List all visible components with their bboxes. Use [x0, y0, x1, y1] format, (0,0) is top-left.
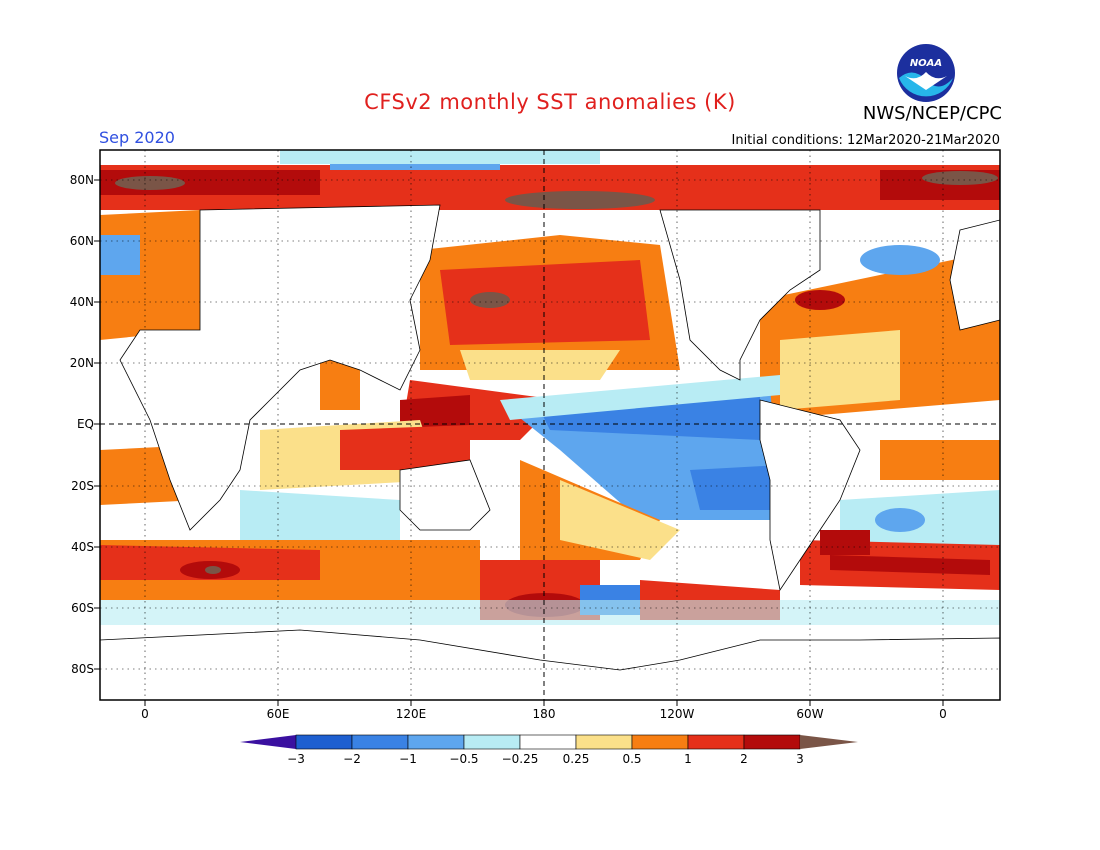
colorbar-tick-label: 2	[740, 752, 748, 766]
colorbar-max-arrow	[800, 735, 858, 749]
noaa-logo: NOAA	[897, 44, 955, 102]
lon-label: 60E	[266, 707, 290, 721]
map-frame	[99, 149, 1001, 701]
colorbar-tick-label: 0.25	[562, 752, 590, 766]
colorbar-box	[351, 734, 409, 750]
equator-dateline	[100, 150, 1000, 700]
colorbar-tick-label: −3	[287, 752, 305, 766]
lon-label: 180	[532, 707, 556, 721]
lat-label: 80S	[71, 662, 94, 676]
colorbar	[240, 734, 858, 750]
north-pacific-warm	[400, 235, 680, 440]
continents	[100, 204, 1000, 700]
lat-label: 40N	[69, 295, 94, 309]
colorbar-box	[631, 734, 689, 750]
colorbar-box	[463, 734, 521, 750]
colorbar-tick-label: −2	[343, 752, 361, 766]
colorbar-box	[407, 734, 465, 750]
forecast-month: Sep 2020	[99, 128, 175, 147]
colorbar-box	[687, 734, 745, 750]
colorbar-tick-label: 3	[796, 752, 804, 766]
lat-label: 80N	[69, 173, 94, 187]
map-title: CFSv2 monthly SST anomalies (K)	[364, 90, 736, 114]
lon-label: 120E	[395, 707, 427, 721]
north-atlantic-anomalies	[100, 210, 1000, 420]
lon-label: 0	[939, 707, 947, 721]
lat-label: 20N	[69, 356, 94, 370]
initial-conditions: Initial conditions: 12Mar2020-21Mar2020	[731, 133, 1001, 148]
graticule	[100, 150, 1000, 700]
lon-label: 0	[141, 707, 149, 721]
colorbar-tick-label: 1	[684, 752, 692, 766]
southern-ocean-anomalies	[100, 530, 1000, 625]
colorbar-tick-label: −1	[399, 752, 417, 766]
lat-label: 60N	[69, 234, 94, 248]
colorbar-tick-label: −0.25	[501, 752, 539, 766]
colorbar-min-arrow	[240, 735, 296, 749]
colorbar-box	[519, 734, 577, 750]
lat-label: EQ	[76, 417, 94, 431]
lat-label: 40S	[71, 540, 94, 554]
colorbar-box	[295, 734, 353, 750]
org-label: NWS/NCEP/CPC	[862, 103, 1002, 124]
noaa-logo-text: NOAA	[910, 58, 942, 69]
lon-label: 60W	[796, 707, 824, 721]
arctic-warm-band	[100, 150, 1000, 210]
colorbar-box	[743, 734, 801, 750]
colorbar-tick-label: 0.5	[622, 752, 642, 766]
lon-label: 120W	[659, 707, 695, 721]
lat-label: 60S	[71, 601, 94, 615]
colorbar-tick-label: −0.5	[449, 752, 479, 766]
axis-ticks	[94, 179, 944, 706]
colorbar-box	[575, 734, 633, 750]
lat-label: 20S	[71, 479, 94, 493]
equatorial-pacific-cool	[500, 375, 780, 560]
